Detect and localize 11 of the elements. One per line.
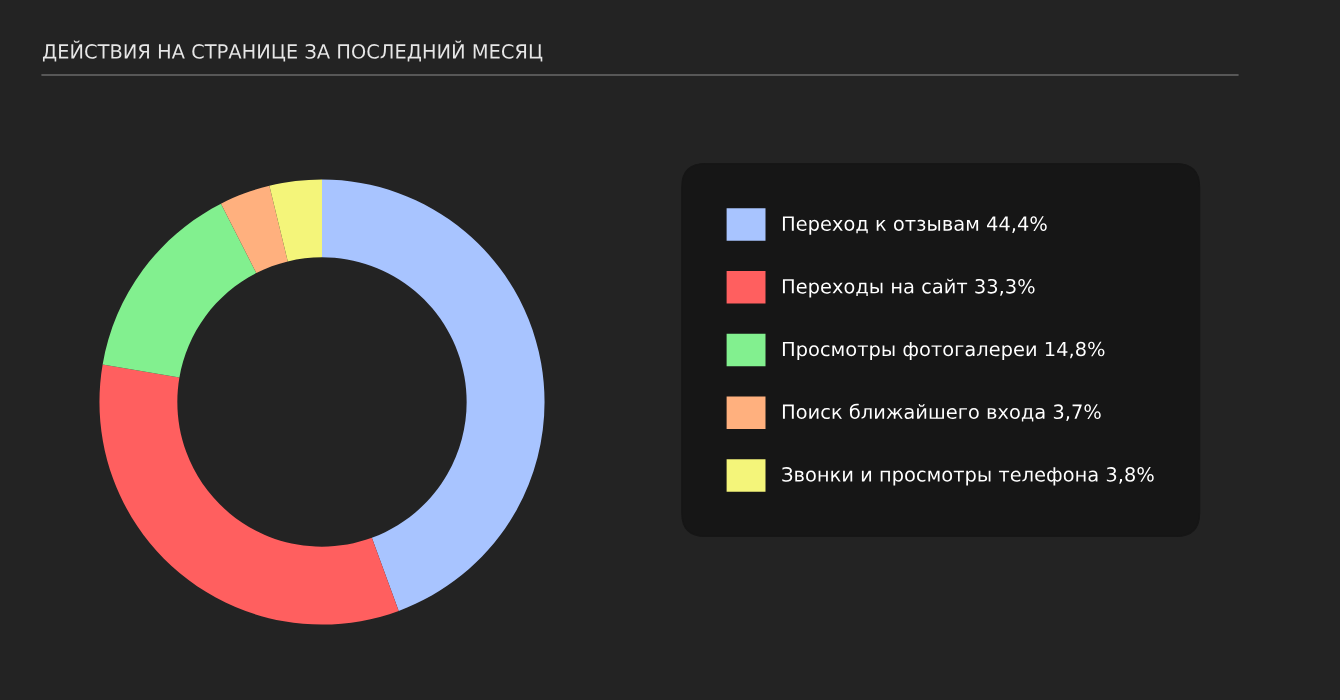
donut-slice <box>269 179 322 262</box>
donut-slice <box>322 179 545 611</box>
legend-label: Звонки и просмотры телефона 3,8% <box>782 467 1154 486</box>
legend-label: Поиск ближайшего входа 3,7% <box>782 403 1101 422</box>
chart-title: ДЕЙСТВИЯ НА СТРАНИЦЕ ЗА ПОСЛЕДНИЙ МЕСЯЦ <box>42 40 543 62</box>
donut-slice <box>220 185 288 274</box>
legend-label: Просмотры фотогалереи 14,8% <box>782 341 1105 361</box>
donut-slice <box>99 364 399 625</box>
donut-slice <box>102 203 257 378</box>
legend-label: Переход к отзывам 44,4% <box>782 216 1047 235</box>
legend-label: Переходы на сайт 33,3% <box>782 278 1035 298</box>
